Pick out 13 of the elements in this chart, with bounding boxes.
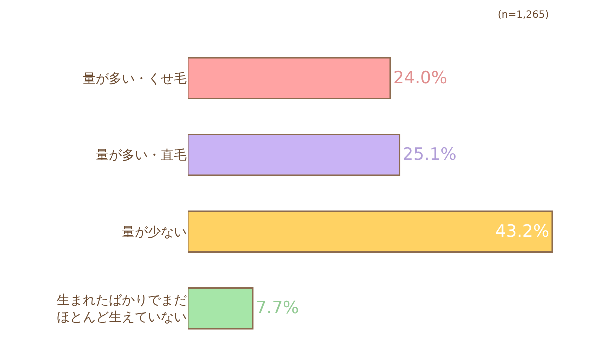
- data-label: 24.0%: [393, 68, 448, 88]
- y-tick-label: 量が多い・くせ毛: [83, 72, 187, 87]
- bar: [188, 57, 392, 100]
- y-tick-label: 量が多い・直毛: [96, 148, 187, 164]
- bar: [188, 134, 401, 176]
- y-tick-label: 生まれたばかりでまだほとんど生えていない: [57, 294, 187, 326]
- y-tick-label: 量が少ない: [122, 225, 187, 240]
- data-label: 43.2%: [495, 222, 550, 242]
- data-label: 25.1%: [402, 145, 457, 166]
- bar: [188, 210, 554, 253]
- data-label: 7.7%: [256, 298, 300, 319]
- text: (n=1,265): [498, 10, 550, 21]
- bar: [188, 288, 254, 330]
